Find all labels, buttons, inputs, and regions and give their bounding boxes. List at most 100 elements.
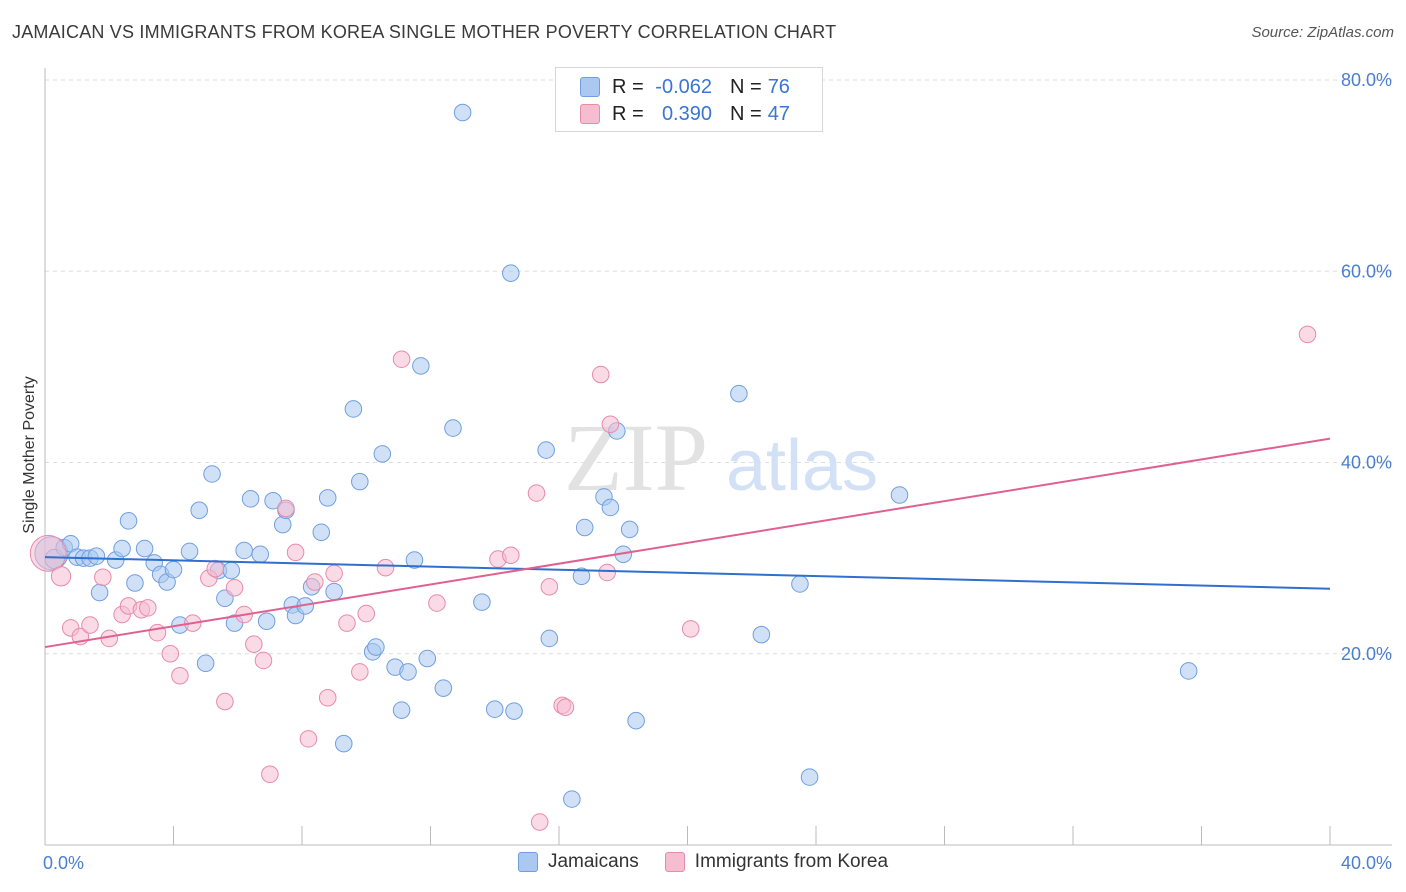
korea-point xyxy=(392,350,411,369)
jamaican-point xyxy=(890,486,909,504)
jamaican-point xyxy=(113,539,131,558)
n-value: 47 xyxy=(767,102,790,125)
jamaican-point xyxy=(126,574,144,592)
watermark-zip: ZIP xyxy=(564,404,708,511)
legend-item-korea[interactable]: Immigrants from Korea xyxy=(664,851,889,873)
jamaican-point xyxy=(418,649,437,668)
jamaican-point xyxy=(334,734,353,753)
legend-swatch-korea xyxy=(580,104,600,124)
korea-point xyxy=(254,651,273,670)
jamaican-point xyxy=(257,612,276,631)
korea-point xyxy=(376,558,395,577)
korea-point xyxy=(556,698,575,717)
korea-point xyxy=(225,578,244,597)
jamaican-point xyxy=(572,567,591,586)
jamaican-point xyxy=(752,625,771,644)
jamaican-point xyxy=(473,593,491,611)
jamaican-point xyxy=(241,490,260,508)
series-legend: Jamaicans Immigrants from Korea xyxy=(0,851,1406,873)
jamaican-point xyxy=(251,545,270,564)
korea-point xyxy=(357,604,376,623)
trend-lines xyxy=(44,437,1331,649)
korea-point xyxy=(338,614,356,632)
korea-point xyxy=(206,559,225,578)
axes xyxy=(44,68,1392,846)
jamaican-point xyxy=(87,547,106,565)
stats-row-jamaicans: R = -0.062 N = 76 xyxy=(556,74,790,100)
legend-label-korea: Immigrants from Korea xyxy=(694,851,889,872)
jamaican-point xyxy=(537,441,555,459)
series-korea xyxy=(29,325,1317,831)
jamaican-point xyxy=(222,561,241,580)
korea-point xyxy=(318,688,337,707)
jamaican-point xyxy=(601,498,620,517)
korea-point xyxy=(598,563,616,582)
korea-point xyxy=(286,543,305,562)
jamaican-point xyxy=(620,520,639,539)
y-tick-label: 20.0% xyxy=(1341,644,1392,664)
korea-point xyxy=(540,578,559,596)
jamaican-point xyxy=(1179,662,1198,680)
y-axis-label: Single Mother Poverty xyxy=(21,376,38,533)
jamaican-point xyxy=(405,551,424,569)
legend-swatch-jamaicans xyxy=(517,852,538,872)
n-value: 76 xyxy=(767,75,790,98)
x-tick-label: 0.0% xyxy=(43,853,84,873)
jamaican-point xyxy=(264,491,282,510)
y-tick-label: 80.0% xyxy=(1341,70,1392,90)
jamaican-point xyxy=(505,702,523,720)
jamaican-point xyxy=(485,700,504,718)
korea-point xyxy=(161,644,180,663)
jamaican-point xyxy=(367,638,385,656)
korea-point xyxy=(530,813,549,831)
korea-point xyxy=(81,616,99,634)
korea-point xyxy=(428,594,446,612)
jamaican-point xyxy=(373,445,392,463)
y-tick-label: 40.0% xyxy=(1341,453,1392,473)
watermark: ZIP atlas xyxy=(564,404,878,511)
korea-point xyxy=(351,663,369,681)
n-label: N = xyxy=(730,75,762,98)
korea-point xyxy=(601,415,620,434)
legend-label-jamaicans: Jamaicans xyxy=(547,851,639,872)
jamaican-point xyxy=(444,419,462,437)
x-tick-label: 40.0% xyxy=(1341,853,1392,873)
y-tick-label: 60.0% xyxy=(1341,261,1392,281)
legend-item-jamaicans[interactable]: Jamaicans xyxy=(517,851,639,873)
jamaican-point xyxy=(412,357,430,375)
jamaican-point xyxy=(434,679,453,697)
legend-swatch-jamaicans xyxy=(580,77,600,97)
jamaican-point xyxy=(273,515,292,534)
jamaican-point xyxy=(164,560,183,579)
trend-line-jamaicans xyxy=(44,556,1331,590)
jamaican-point xyxy=(196,654,215,673)
jamaican-point xyxy=(90,583,109,602)
korea-point xyxy=(139,599,157,617)
r-label: R = xyxy=(612,75,644,98)
n-label: N = xyxy=(730,102,762,125)
jamaican-point xyxy=(502,264,520,282)
chart-title: JAMAICAN VS IMMIGRANTS FROM KOREA SINGLE… xyxy=(12,22,837,42)
korea-point xyxy=(591,365,610,384)
jamaican-point xyxy=(190,501,208,520)
jamaican-point xyxy=(351,472,369,491)
korea-point xyxy=(245,635,263,653)
source-label: Source: ZipAtlas.com xyxy=(1251,24,1394,41)
jamaican-point xyxy=(392,701,411,719)
korea-point xyxy=(29,534,67,572)
korea-point xyxy=(277,499,295,518)
stats-row-korea: R = 0.390 N = 47 xyxy=(556,101,790,127)
jamaican-point xyxy=(119,512,138,530)
trend-line-korea xyxy=(44,437,1331,649)
jamaican-point xyxy=(312,523,331,542)
jamaican-point xyxy=(791,575,809,593)
grid-lines xyxy=(45,79,1392,655)
korea-point xyxy=(171,666,189,685)
jamaican-point xyxy=(730,384,748,403)
r-label: R = xyxy=(612,102,644,125)
korea-point xyxy=(216,692,234,711)
watermark-atlas: atlas xyxy=(726,426,878,506)
jamaican-point xyxy=(563,790,581,808)
stats-legend: R = -0.062 N = 76 R = 0.390 N = 47 xyxy=(555,67,823,132)
